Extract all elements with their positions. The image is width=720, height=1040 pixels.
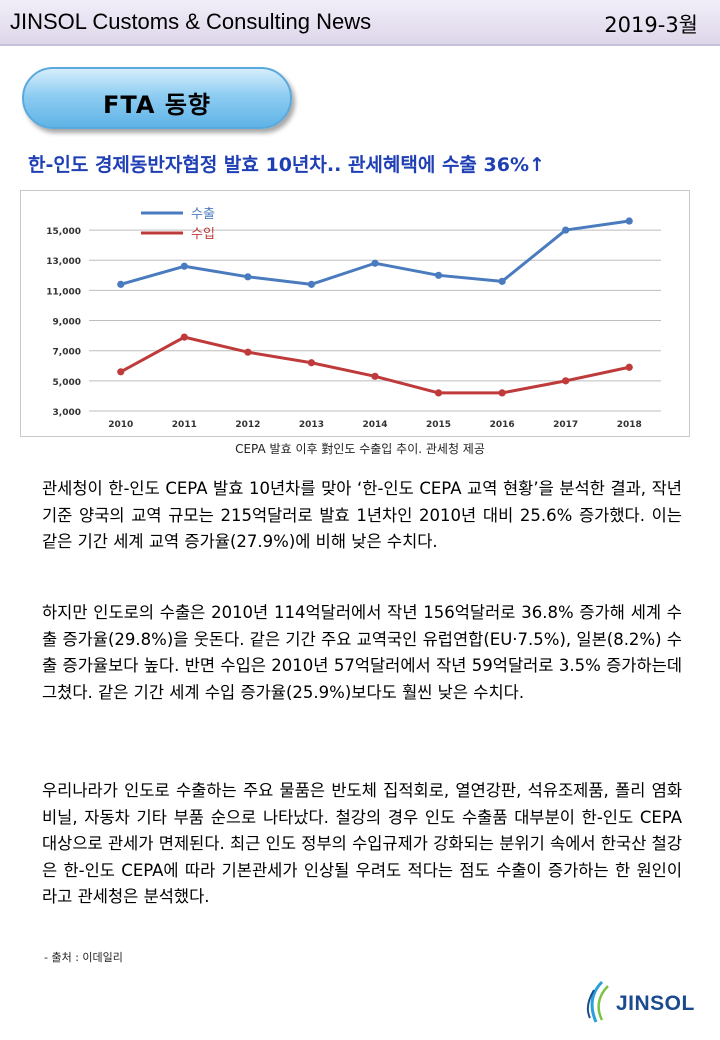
logo-text: JINSOL xyxy=(616,992,695,1015)
article-headline: 한-인도 경제동반자협정 발효 10년차.. 관세혜택에 수출 36%↑ xyxy=(28,154,545,176)
data-point xyxy=(498,389,506,397)
jinsol-logo: JINSOL xyxy=(582,980,712,1024)
x-tick-label: 2011 xyxy=(172,420,197,430)
x-tick-label: 2016 xyxy=(490,420,515,430)
paragraph-1: 관세청이 한-인도 CEPA 발효 10년차를 맞아 ‘한-인도 CEPA 교역… xyxy=(42,479,682,551)
trade-chart-svg: 15,000 13,000 11,000 9,000 7,000 5,000 3,000 20… xyxy=(46,207,661,430)
legend-label: 수출 xyxy=(191,207,215,222)
issue-date: 2019-3월 xyxy=(604,13,698,37)
paragraph-2: 하지만 인도로의 수출은 2010년 114억달러에서 작년 156억달러로 3… xyxy=(42,603,682,702)
data-point xyxy=(117,368,125,376)
y-tick-label: 13,000 xyxy=(46,257,81,267)
source-note: - 출처 : 이데일리 xyxy=(44,951,123,964)
data-point xyxy=(625,217,633,225)
data-point xyxy=(244,273,252,281)
x-tick-label: 2017 xyxy=(553,420,578,430)
y-tick-label: 5,000 xyxy=(53,378,81,388)
x-tick-label: 2018 xyxy=(617,420,642,430)
data-point xyxy=(307,280,316,288)
trade-chart: 15,000 13,000 11,000 9,000 7,000 5,000 3,000 20… xyxy=(20,190,690,437)
legend-label: 수입 xyxy=(191,227,215,242)
newsletter-title: JINSOL Customs & Consulting News xyxy=(10,9,372,34)
x-tick-label: 2012 xyxy=(235,420,260,430)
x-tick-label: 2015 xyxy=(426,420,451,430)
section-badge-label: FTA 동향 xyxy=(103,91,211,119)
data-point xyxy=(371,259,379,267)
data-point xyxy=(434,271,443,279)
jinsol-swoosh-icon xyxy=(586,980,609,1023)
y-tick-label: 7,000 xyxy=(53,348,81,358)
x-tick-label: 2010 xyxy=(108,420,133,430)
data-point xyxy=(625,363,633,371)
x-tick-label: 2014 xyxy=(362,420,387,430)
y-tick-label: 3,000 xyxy=(53,408,81,418)
chart-caption: CEPA 발효 이후 對인도 수출입 추이. 관세청 제공 xyxy=(235,442,485,456)
series-line-import xyxy=(120,335,630,395)
data-point xyxy=(434,389,443,397)
section-badge: FTA 동향 xyxy=(22,67,292,129)
header-bar: JINSOL Customs & Consulting News 2019-3월 xyxy=(0,0,720,46)
data-point xyxy=(244,348,252,356)
y-tick-label: 15,000 xyxy=(46,227,81,237)
data-point xyxy=(180,333,188,341)
data-point xyxy=(307,359,316,367)
data-point xyxy=(180,262,188,270)
data-point xyxy=(117,280,125,288)
data-point xyxy=(498,277,506,285)
paragraph-3: 우리나라가 인도로 수출하는 주요 물품은 반도체 집적회로, 열연강판, 석유… xyxy=(42,781,682,906)
x-tick-label: 2013 xyxy=(299,420,324,430)
data-point xyxy=(562,226,570,234)
y-tick-label: 9,000 xyxy=(53,318,81,328)
data-point xyxy=(562,377,570,385)
y-tick-label: 11,000 xyxy=(46,287,81,297)
data-point xyxy=(371,372,379,380)
